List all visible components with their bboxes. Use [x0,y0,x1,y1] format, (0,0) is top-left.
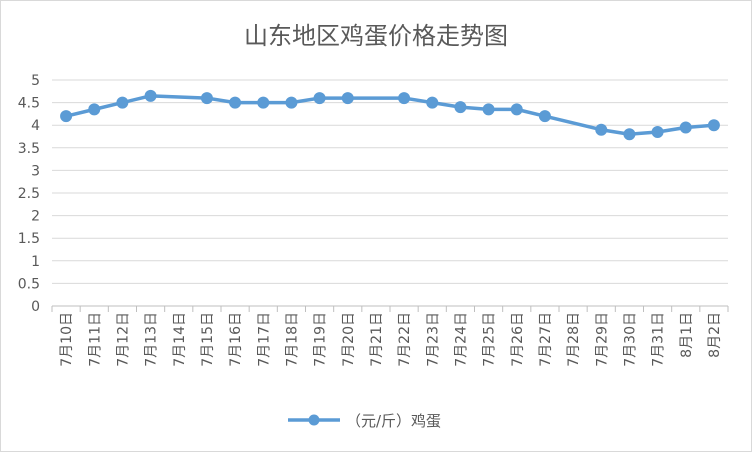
data-point [538,110,551,123]
x-tick-label: 7月28日 [566,312,582,367]
x-tick-label: 7月21日 [369,312,385,367]
y-tick-label: 3 [31,163,40,179]
x-tick-label: 7月19日 [313,312,329,367]
data-point [257,96,270,109]
data-point [679,121,692,134]
data-point [623,128,636,141]
x-tick-label: 7月24日 [453,312,469,367]
x-tick-label: 7月15日 [200,312,216,367]
x-tick-label: 7月20日 [341,312,357,367]
data-point [398,92,411,105]
y-tick-label: 1 [31,254,40,270]
data-point [595,123,608,136]
x-tick-label: 7月31日 [651,312,667,367]
x-tick-label: 7月18日 [284,312,300,367]
y-tick-label: 2 [31,209,40,225]
series-line [64,94,716,136]
data-point [454,101,467,114]
data-point [285,96,298,109]
data-point [482,103,495,116]
y-axis: 0 0.5 1 1.5 2 2.5 3 3.5 4 4.5 5 [18,73,40,315]
y-tick-label: 4 [31,118,40,134]
plot-series [60,89,720,141]
y-tick-label: 0.5 [18,276,40,292]
data-point [200,92,213,105]
chart-title: 山东地区鸡蛋价格走势图 [244,22,508,50]
x-tick-label: 7月27日 [538,312,554,367]
x-tick-label: 8月2日 [707,312,723,358]
x-tick-label: 7月22日 [397,312,413,367]
x-tick-label: 7月23日 [425,312,441,367]
data-point [341,92,354,105]
x-tick-label: 7月13日 [144,312,160,367]
x-tick-label: 7月30日 [622,312,638,367]
data-point [707,119,720,132]
x-tick-label: 7月25日 [482,312,498,367]
y-tick-label: 5 [31,73,40,89]
x-tick-label: 7月11日 [87,312,103,367]
x-tick-label: 7月12日 [115,312,131,367]
data-point [510,103,523,116]
legend-marker [308,414,320,426]
x-axis: 7月10日 7月11日 7月12日 7月13日 7月14日 7月15日 7月16日 7月17日… [51,306,729,367]
x-tick-label: 7月17日 [256,312,272,367]
x-tick-label: 7月16日 [228,312,244,367]
legend-label: （元/斤）鸡蛋 [346,412,441,430]
data-point [229,96,242,109]
y-tick-label: 4.5 [18,96,40,112]
x-tick-label: 7月10日 [59,312,75,367]
gridlines [52,79,728,307]
y-tick-label: 3.5 [18,141,40,157]
x-tick-label: 7月14日 [172,312,188,367]
x-tick-label: 7月29日 [594,312,610,367]
legend: （元/斤）鸡蛋 [288,412,441,430]
y-tick-label: 2.5 [18,186,40,202]
data-point [144,89,157,102]
data-point [651,125,664,138]
data-point [116,96,129,109]
y-tick-label: 1.5 [18,231,40,247]
x-tick-label: 8月1日 [679,312,695,358]
x-tick-label: 7月26日 [510,312,526,367]
data-point [60,110,73,123]
data-point [88,103,101,116]
data-point [426,96,439,109]
data-point [313,92,326,105]
y-tick-label: 0 [31,299,40,315]
